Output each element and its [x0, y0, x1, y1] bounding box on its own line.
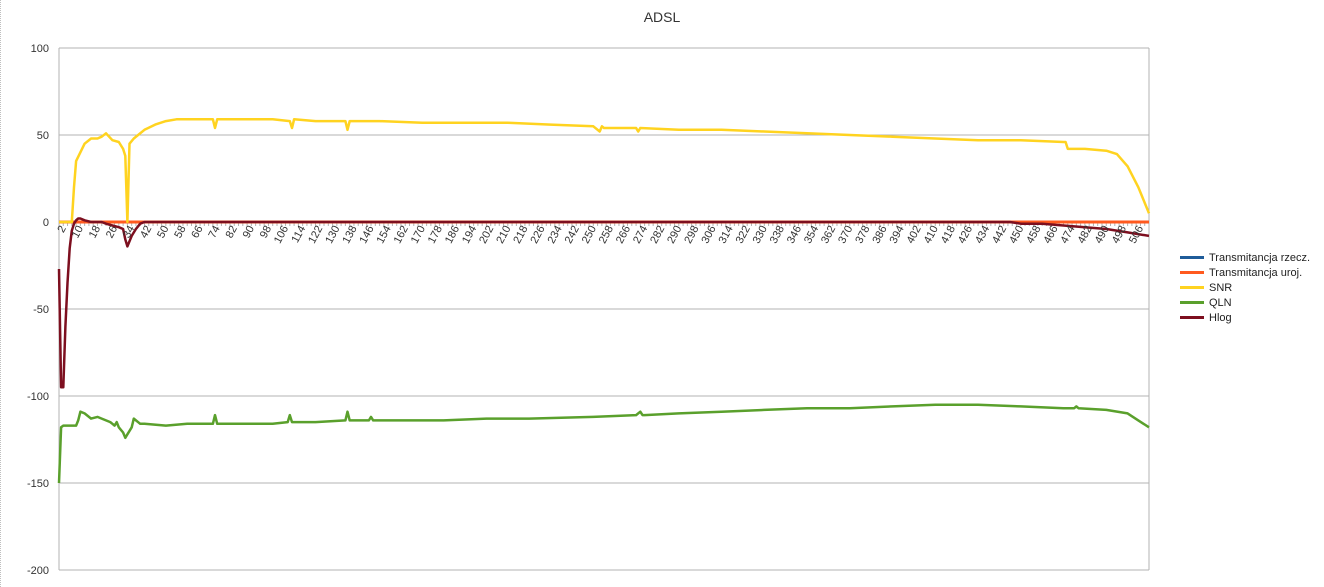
- x-tick-label: 226: [528, 224, 547, 246]
- x-tick-label: 50: [155, 224, 171, 240]
- x-tick-label: 458: [1024, 224, 1043, 246]
- y-tick-label: -200: [27, 565, 49, 577]
- x-tick-label: 170: [409, 224, 428, 246]
- legend-swatch: [1180, 286, 1204, 289]
- legend-swatch: [1180, 301, 1204, 304]
- x-tick-label: 202: [477, 224, 496, 246]
- x-tick-label: 338: [768, 224, 787, 246]
- legend-item: Transmitancja uroj.: [1180, 265, 1310, 280]
- y-tick-label: 100: [31, 43, 49, 55]
- x-tick-label: 242: [563, 224, 582, 246]
- x-tick-label: 18: [87, 224, 103, 240]
- x-tick-label: 90: [241, 224, 257, 240]
- x-tick-label: 426: [956, 224, 975, 246]
- legend-swatch: [1180, 316, 1204, 319]
- legend-label: Hlog: [1209, 311, 1232, 324]
- x-tick-label: 346: [785, 224, 804, 246]
- legend-swatch: [1180, 271, 1204, 274]
- x-tick-label: 194: [460, 224, 479, 246]
- x-tick-label: 450: [1007, 224, 1026, 246]
- x-tick-label: 186: [443, 224, 462, 246]
- x-tick-label: 442: [990, 224, 1009, 246]
- x-tick-label: 250: [580, 224, 599, 246]
- x-tick-label: 234: [546, 224, 565, 246]
- x-tick-label: 330: [751, 224, 770, 246]
- x-tick-label: 322: [734, 224, 753, 246]
- x-tick-label: 274: [631, 224, 650, 246]
- y-tick-label: 0: [43, 217, 49, 229]
- x-tick-label: 402: [905, 224, 924, 246]
- x-tick-label: 106: [272, 224, 291, 246]
- x-tick-label: 394: [888, 224, 907, 246]
- x-tick-label: 306: [699, 224, 718, 246]
- x-tick-label: 130: [323, 224, 342, 246]
- x-tick-label: 34: [121, 224, 137, 240]
- x-tick-label: 378: [853, 224, 872, 246]
- legend-swatch: [1180, 256, 1204, 259]
- x-tick-label: 418: [939, 224, 958, 246]
- y-tick-label: -100: [27, 391, 49, 403]
- legend-label: SNR: [1209, 281, 1233, 294]
- x-tick-label: 122: [306, 224, 325, 246]
- x-tick-label: 410: [922, 224, 941, 246]
- x-tick-label: 74: [206, 224, 222, 240]
- x-tick-label: 178: [426, 224, 445, 246]
- x-tick-label: 434: [973, 224, 992, 246]
- left-edge-guide: [0, 0, 2, 587]
- x-tick-label: 362: [819, 224, 838, 246]
- x-tick-label: 10: [70, 224, 86, 240]
- x-tick-label: 266: [614, 224, 633, 246]
- x-tick-label: 290: [665, 224, 684, 246]
- x-tick-label: 114: [289, 224, 308, 245]
- legend-item: Transmitancja rzecz.: [1180, 250, 1310, 265]
- chart-title: ADSL: [643, 9, 681, 25]
- x-tick-label: 314: [717, 224, 736, 246]
- x-tick-label: 370: [836, 224, 855, 246]
- x-tick-label: 2: [55, 224, 68, 235]
- legend-label: Transmitancja rzecz.: [1209, 251, 1311, 264]
- x-tick-label: 210: [494, 224, 513, 246]
- x-tick-label: 282: [648, 224, 667, 246]
- x-tick-label: 138: [340, 224, 359, 246]
- series-line-hlog: [57, 217, 1150, 389]
- chart-legend: Transmitancja rzecz. Transmitancja uroj. S…: [1180, 250, 1310, 325]
- x-tick-label: 218: [511, 224, 530, 246]
- series-line-qln: [57, 403, 1150, 484]
- x-tick-label: 146: [357, 224, 376, 246]
- x-tick-label: 58: [172, 224, 188, 240]
- x-tick-label: 42: [138, 224, 154, 240]
- x-tick-label: 498: [1110, 224, 1129, 246]
- x-tick-label: 98: [258, 224, 274, 240]
- y-tick-label: -150: [27, 478, 49, 490]
- x-tick-label: 354: [802, 224, 821, 246]
- x-tick-label: 82: [224, 224, 240, 240]
- x-tick-label: 258: [597, 224, 616, 246]
- x-tick-label: 506: [1127, 224, 1146, 246]
- x-tick-label: 26: [104, 224, 120, 240]
- x-tick-label: 66: [189, 224, 205, 240]
- y-tick-label: 50: [37, 130, 49, 142]
- x-tick-label: 298: [682, 224, 701, 246]
- series-line-snr: [59, 118, 1151, 224]
- legend-item: SNR: [1180, 280, 1310, 295]
- y-tick-label: -50: [33, 304, 49, 316]
- legend-item: Hlog: [1180, 310, 1310, 325]
- x-tick-label: 162: [392, 224, 411, 246]
- legend-item: QLN: [1180, 295, 1310, 310]
- legend-label: Transmitancja uroj.: [1209, 266, 1303, 279]
- x-tick-label: 466: [1041, 224, 1060, 246]
- x-tick-label: 386: [870, 224, 889, 246]
- legend-label: QLN: [1209, 296, 1232, 309]
- x-tick-label: 154: [375, 224, 394, 246]
